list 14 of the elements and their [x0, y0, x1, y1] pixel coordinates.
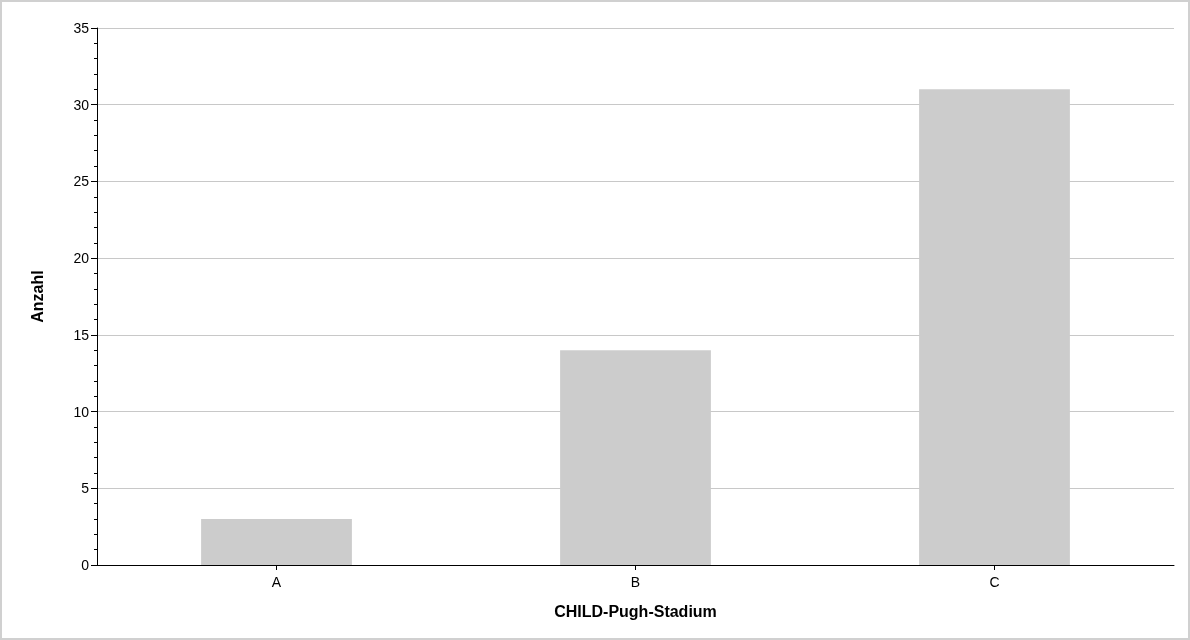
- y-tick-label: 30: [73, 96, 90, 113]
- x-axis-title: CHILD-Pugh-Stadium: [554, 602, 717, 620]
- y-axis-title: Anzahl: [28, 270, 46, 323]
- y-tick-label: 35: [73, 20, 90, 36]
- y-tick-label: 25: [73, 173, 90, 190]
- bar: [201, 518, 352, 565]
- y-tick-label: 15: [73, 326, 90, 343]
- y-tick-label: 5: [81, 480, 90, 497]
- y-tick-label: 20: [73, 250, 90, 267]
- x-tick-label: B: [630, 574, 641, 590]
- y-tick-label: 0: [81, 557, 90, 573]
- x-tick-label: C: [989, 574, 1000, 590]
- y-tick-label: 10: [73, 403, 90, 420]
- x-tick-label: A: [271, 574, 282, 590]
